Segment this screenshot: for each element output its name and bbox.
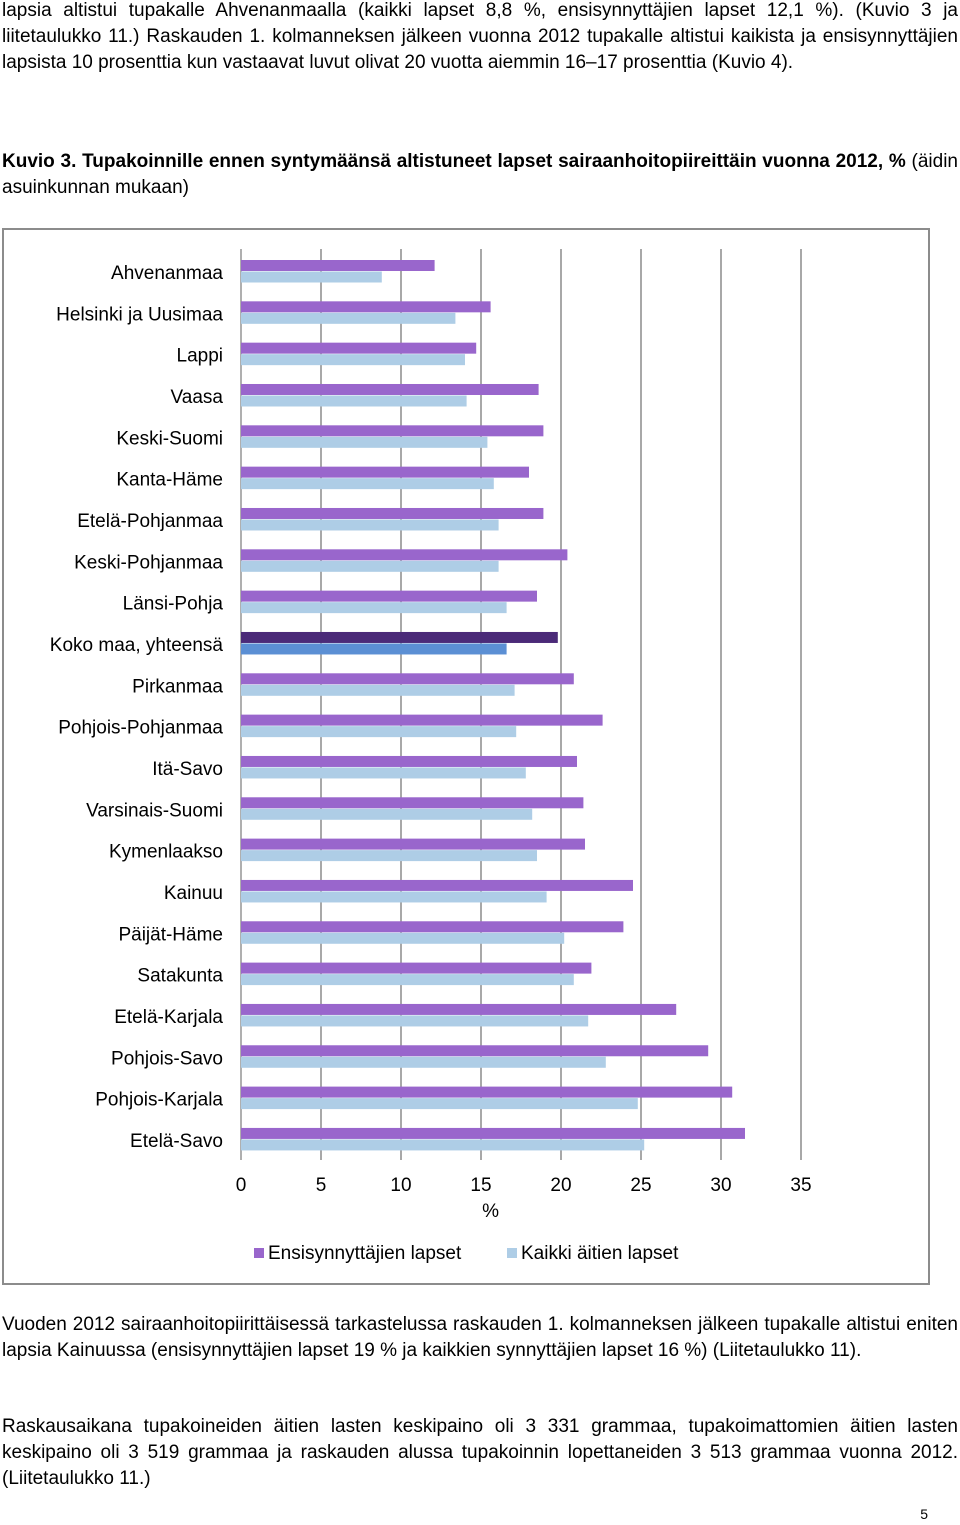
bar-Kaikki äitien lapset bbox=[241, 1015, 589, 1027]
bar-Kaikki äitien lapset bbox=[241, 478, 494, 490]
legend-swatch-all-mothers bbox=[507, 1248, 517, 1258]
category-label: Keski-Suomi bbox=[116, 428, 223, 449]
bar-Ensisynnyttäjien lapset bbox=[241, 301, 491, 313]
bar-Kaikki äitien lapset bbox=[241, 271, 382, 283]
category-label: Satakunta bbox=[137, 966, 223, 987]
paragraph-district-comparison: Vuoden 2012 sairaanhoitopiirittäisessä t… bbox=[2, 1314, 958, 1361]
x-tick-label: 25 bbox=[630, 1175, 651, 1196]
chart-frame: Ahvenanmaa Helsinki ja Uusimaa Lappi Vaasa K… bbox=[2, 228, 930, 1285]
x-tick-label: 10 bbox=[390, 1175, 411, 1196]
bar-Ensisynnyttäjien lapset bbox=[241, 590, 537, 602]
paragraph-birth-weight: Raskausaikana tupakoineiden äitien laste… bbox=[2, 1416, 958, 1489]
category-label: Kainuu bbox=[164, 883, 223, 904]
category-label: Koko maa, yhteensä bbox=[50, 635, 224, 656]
category-label: Vaasa bbox=[171, 387, 224, 408]
category-label: Päijät-Häme bbox=[118, 924, 223, 945]
bar-Ensisynnyttäjien lapset bbox=[241, 879, 633, 891]
category-label: Etelä-Karjala bbox=[114, 1007, 223, 1028]
bar-Ensisynnyttäjien lapset bbox=[241, 466, 529, 478]
bar-Kaikki äitien lapset bbox=[241, 850, 537, 862]
bar-Ensisynnyttäjien lapset bbox=[241, 797, 584, 809]
figure-caption-label: Kuvio 3. Tupakoinnille ennen syntymäänsä… bbox=[2, 151, 906, 172]
category-label: Ahvenanmaa bbox=[111, 263, 223, 284]
category-label: Lappi bbox=[177, 346, 224, 367]
legend-label: Ensisynnyttäjien lapset bbox=[268, 1243, 462, 1264]
category-label: Pohjois-Karjala bbox=[95, 1090, 223, 1111]
legend-label: Kaikki äitien lapset bbox=[521, 1243, 679, 1264]
bar-Ensisynnyttäjien lapset bbox=[241, 921, 624, 933]
x-tick-label: 35 bbox=[790, 1175, 811, 1196]
bar-Kaikki äitien lapset bbox=[241, 1056, 606, 1068]
bar-Ensisynnyttäjien lapset bbox=[241, 549, 568, 561]
bar-Kaikki äitien lapset bbox=[241, 312, 456, 324]
category-label: Keski-Pohjanmaa bbox=[74, 552, 223, 573]
x-axis-label: % bbox=[482, 1201, 499, 1222]
category-label: Pohjois-Pohjanmaa bbox=[58, 718, 223, 739]
bar-Kaikki äitien lapset bbox=[241, 726, 517, 738]
category-label: Kanta-Häme bbox=[116, 470, 223, 491]
bar-Kaikki äitien lapset bbox=[241, 643, 507, 655]
x-tick-label: 30 bbox=[710, 1175, 731, 1196]
bar-Ensisynnyttäjien lapset bbox=[241, 507, 544, 519]
bar-Kaikki äitien lapset bbox=[241, 354, 465, 366]
category-label: Kymenlaakso bbox=[109, 842, 223, 863]
bar-Ensisynnyttäjien lapset bbox=[241, 1045, 709, 1057]
category-label: Pirkanmaa bbox=[132, 676, 223, 697]
category-label: Varsinais-Suomi bbox=[86, 800, 223, 821]
bar-Kaikki äitien lapset bbox=[241, 932, 565, 944]
bar-Ensisynnyttäjien lapset bbox=[241, 631, 558, 643]
x-tick-label: 15 bbox=[470, 1175, 491, 1196]
bar-Kaikki äitien lapset bbox=[241, 684, 515, 696]
bar-Kaikki äitien lapset bbox=[241, 560, 499, 572]
x-tick-label: 0 bbox=[236, 1175, 247, 1196]
bar-chart: Ahvenanmaa Helsinki ja Uusimaa Lappi Vaasa K… bbox=[50, 249, 812, 1264]
category-label: Etelä-Pohjanmaa bbox=[77, 511, 223, 532]
bar-Ensisynnyttäjien lapset bbox=[241, 342, 477, 354]
legend-swatch-first-births bbox=[254, 1248, 264, 1258]
bar-Kaikki äitien lapset bbox=[241, 519, 499, 531]
bar-Kaikki äitien lapset bbox=[241, 767, 526, 779]
bar-Ensisynnyttäjien lapset bbox=[241, 1086, 733, 1098]
bar-Ensisynnyttäjien lapset bbox=[241, 1127, 745, 1139]
bar-Kaikki äitien lapset bbox=[241, 974, 574, 986]
bar-Ensisynnyttäjien lapset bbox=[241, 714, 603, 726]
intro-paragraph: lapsia altistui tupakalle Ahvenanmaalla … bbox=[2, 0, 958, 73]
category-label: Helsinki ja Uusimaa bbox=[56, 304, 223, 325]
bar-Ensisynnyttäjien lapset bbox=[241, 383, 539, 395]
bar-Kaikki äitien lapset bbox=[241, 602, 507, 614]
figure-caption: Kuvio 3. Tupakoinnille ennen syntymäänsä… bbox=[2, 149, 958, 201]
page-number: 5 bbox=[920, 1506, 928, 1522]
category-label: Itä-Savo bbox=[152, 759, 223, 780]
bar-Kaikki äitien lapset bbox=[241, 1139, 645, 1151]
bar-Ensisynnyttäjien lapset bbox=[241, 755, 577, 767]
x-tick-label: 5 bbox=[316, 1175, 327, 1196]
bar-Kaikki äitien lapset bbox=[241, 808, 533, 820]
bar-Ensisynnyttäjien lapset bbox=[241, 962, 592, 974]
category-label: Etelä-Savo bbox=[130, 1131, 223, 1152]
bar-Kaikki äitien lapset bbox=[241, 1098, 638, 1110]
bar-Kaikki äitien lapset bbox=[241, 891, 547, 903]
bar-Kaikki äitien lapset bbox=[241, 395, 467, 407]
category-label: Pohjois-Savo bbox=[111, 1048, 223, 1069]
category-label: Länsi-Pohja bbox=[123, 594, 224, 615]
bar-Kaikki äitien lapset bbox=[241, 436, 488, 448]
x-tick-label: 20 bbox=[550, 1175, 571, 1196]
bar-Ensisynnyttäjien lapset bbox=[241, 425, 544, 437]
bar-Ensisynnyttäjien lapset bbox=[241, 1003, 677, 1015]
figure-caption-note: (äidin asuinkunnan mukaan) bbox=[2, 151, 959, 198]
bar-Ensisynnyttäjien lapset bbox=[241, 673, 574, 685]
bar-Ensisynnyttäjien lapset bbox=[241, 260, 435, 271]
bar-Ensisynnyttäjien lapset bbox=[241, 838, 585, 850]
